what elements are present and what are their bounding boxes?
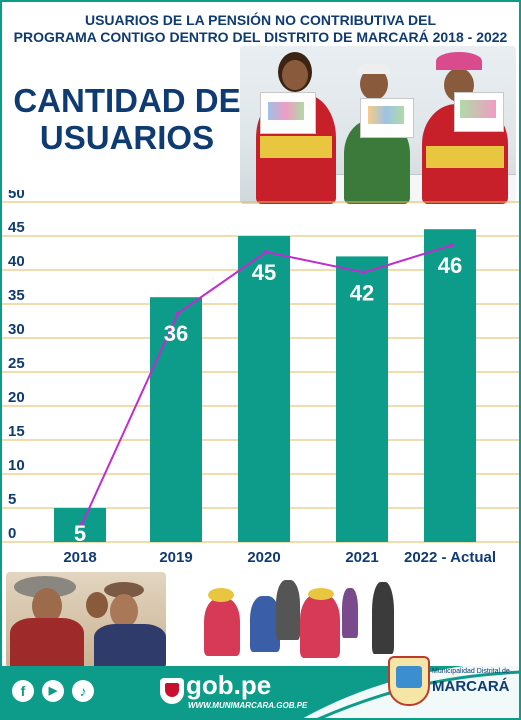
chart-heading: CANTIDAD DE USUARIOS: [12, 82, 242, 156]
bar: [54, 508, 106, 542]
bar-chart: 0 5 10 15 20 25 30 35 40 45 50 5 36 45 42 46 2018 2019 202…: [0, 185, 521, 570]
data-label: 45: [252, 260, 276, 285]
trend-point: [450, 243, 454, 248]
y-tick-label: 10: [8, 457, 25, 474]
x-tick-label: 2020: [247, 549, 280, 566]
data-label: 42: [350, 280, 374, 305]
chart-heading-line1: CANTIDAD DE: [13, 82, 241, 119]
x-tick-label: 2021: [345, 549, 378, 566]
elders-photo: [6, 572, 166, 668]
y-tick-label: 50: [8, 190, 25, 202]
bar: [336, 256, 388, 542]
data-label: 36: [164, 321, 188, 346]
youtube-icon[interactable]: ▶: [42, 680, 64, 702]
trend-point: [176, 311, 180, 316]
y-tick-label: 25: [8, 355, 25, 372]
data-label: 46: [438, 253, 462, 278]
x-tick-label: 2018: [63, 549, 96, 566]
chart-svg: 0 5 10 15 20 25 30 35 40 45 50 5 36 45 42 46 2018 2019 202…: [0, 185, 521, 566]
y-tick-label: 30: [8, 321, 25, 338]
tiktok-icon[interactable]: ♪: [72, 680, 94, 702]
chart-heading-line2: USUARIOS: [39, 119, 215, 156]
gob-pe-brand[interactable]: gob.pe: [186, 670, 272, 700]
bar: [150, 297, 202, 542]
page-title: USUARIOS DE LA PENSIÓN NO CONTRIBUTIVA D…: [0, 12, 521, 46]
municipality-name: MARCARÁ: [432, 678, 510, 695]
y-tick-label: 45: [8, 219, 25, 236]
beneficiaries-photo: [240, 46, 516, 204]
x-tick-label: 2022 - Actual: [404, 549, 496, 566]
peru-shield-icon: [160, 678, 184, 704]
trend-point: [362, 270, 366, 275]
bar: [238, 236, 290, 542]
municipality-logo: Municipalidad Distrital de MARCARÁ: [384, 654, 514, 714]
facebook-icon[interactable]: f: [12, 680, 34, 702]
trend-point: [80, 522, 84, 526]
page-title-line1: USUARIOS DE LA PENSIÓN NO CONTRIBUTIVA D…: [84, 12, 437, 28]
y-tick-label: 0: [8, 525, 16, 542]
municipality-label: Municipalidad Distrital de: [432, 668, 510, 675]
y-tick-label: 15: [8, 423, 25, 440]
y-tick-label: 35: [8, 287, 25, 304]
bar: [424, 229, 476, 542]
website-link[interactable]: WWW.MUNIMARCARA.GOB.PE: [188, 701, 308, 710]
trend-point: [264, 250, 268, 254]
dancers-image: [196, 568, 396, 668]
x-tick-label: 2019: [159, 549, 192, 566]
y-tick-label: 40: [8, 253, 25, 270]
y-tick-label: 5: [8, 491, 16, 508]
page-title-line2: PROGRAMA CONTIGO DENTRO DEL DISTRITO DE …: [13, 29, 508, 45]
y-tick-label: 20: [8, 389, 25, 406]
data-label: 5: [74, 521, 86, 546]
municipality-crest-icon: [388, 656, 430, 706]
